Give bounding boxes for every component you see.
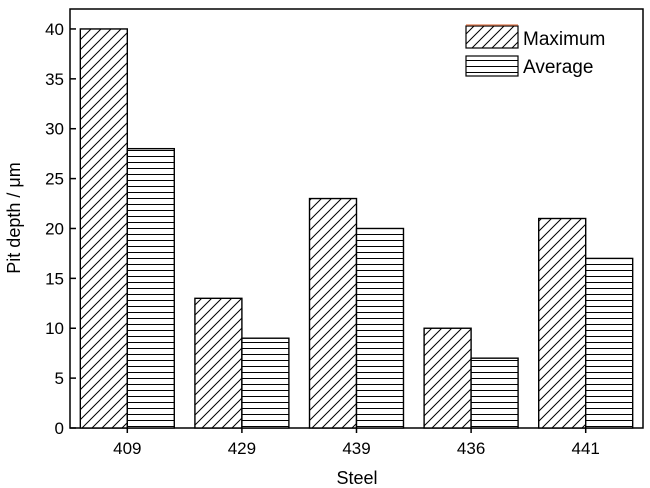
y-tick-label: 15: [45, 269, 64, 288]
bar-average-429: [241, 337, 290, 429]
legend-swatch-average: [465, 55, 519, 77]
bar-average-436: [470, 357, 519, 429]
y-axis: 0 5 10 15 20 25 30 35 40: [45, 20, 76, 438]
bar-maximum-441: [538, 217, 587, 429]
bar-maximum-429: [194, 297, 243, 429]
bar-average-441: [585, 257, 634, 429]
x-tick-label: 439: [342, 439, 370, 458]
x-tick-label: 441: [572, 439, 600, 458]
legend-label-maximum: Maximum: [523, 29, 605, 50]
bar-maximum-439: [308, 197, 358, 429]
bar-maximum-409: [79, 28, 129, 429]
bar-maximum-436: [423, 327, 472, 429]
legend-label-average: Average: [523, 57, 593, 78]
y-tick-label: 35: [45, 70, 64, 89]
x-tick-label: 429: [228, 439, 256, 458]
y-tick-label: 40: [45, 20, 64, 39]
bar-average-439: [355, 227, 405, 429]
y-tick-label: 20: [45, 219, 64, 238]
y-tick-label: 0: [55, 419, 64, 438]
bar-average-409: [126, 147, 175, 429]
x-axis: 409 429 439 436 441: [113, 428, 600, 458]
legend-swatch-maximum: [465, 25, 519, 49]
y-tick-label: 30: [45, 120, 64, 139]
y-tick-label: 25: [45, 170, 64, 189]
y-axis-label: Pit depth / μm: [4, 162, 24, 273]
legend: Maximum Average: [465, 24, 605, 78]
bar-series: [79, 28, 634, 429]
x-tick-label: 409: [113, 439, 141, 458]
x-tick-label: 436: [457, 439, 485, 458]
y-tick-label: 5: [55, 369, 64, 388]
x-axis-label: Steel: [336, 468, 377, 488]
y-tick-label: 10: [45, 319, 64, 338]
